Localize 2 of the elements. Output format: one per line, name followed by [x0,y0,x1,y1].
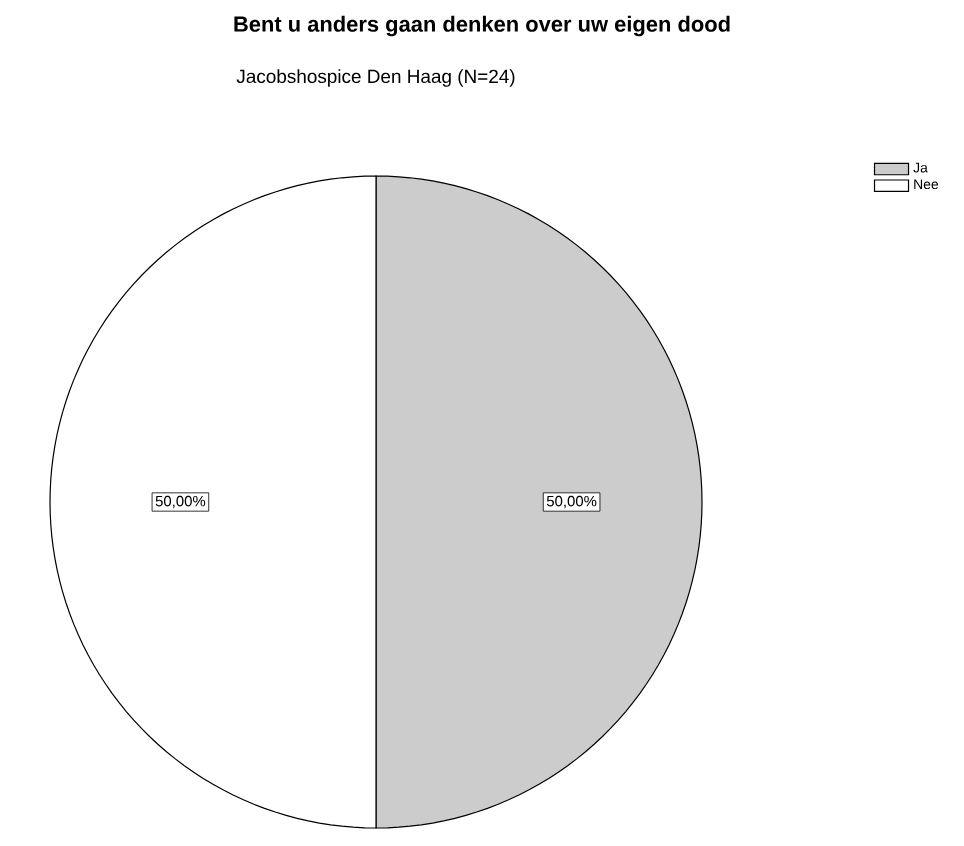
chart-title: Bent u anders gaan denken over uw eigen dood [234,15,730,37]
chart-subtitle: Jacobshospice Den Haag (N=24) [236,69,515,87]
